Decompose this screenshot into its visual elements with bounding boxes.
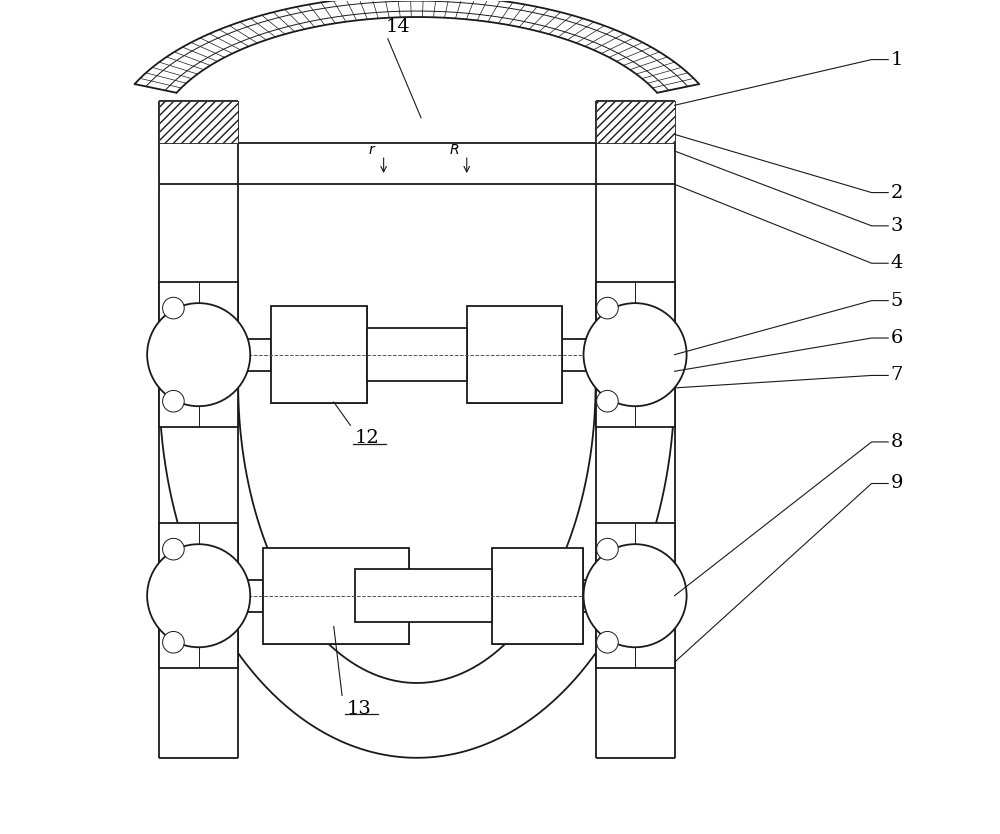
Circle shape	[163, 539, 184, 560]
Circle shape	[597, 631, 618, 653]
Bar	[596, 282, 675, 427]
Circle shape	[597, 539, 618, 560]
Circle shape	[147, 303, 250, 406]
Text: R: R	[449, 143, 459, 158]
Bar	[583, 580, 596, 611]
Bar	[467, 306, 562, 403]
Bar	[355, 569, 492, 622]
Circle shape	[163, 631, 184, 653]
Bar	[271, 306, 367, 403]
Text: 1: 1	[891, 51, 903, 68]
Circle shape	[147, 544, 250, 647]
Text: r: r	[368, 143, 374, 158]
Bar	[159, 523, 238, 668]
Circle shape	[584, 303, 687, 406]
Bar	[271, 306, 367, 403]
Text: 7: 7	[891, 366, 903, 384]
Circle shape	[163, 390, 184, 412]
Bar	[367, 328, 467, 381]
Bar	[596, 523, 675, 668]
Text: 3: 3	[891, 217, 903, 235]
Text: 13: 13	[346, 700, 371, 717]
Text: 6: 6	[891, 329, 903, 347]
Circle shape	[597, 390, 618, 412]
Circle shape	[597, 297, 618, 319]
Bar	[467, 306, 562, 403]
Bar	[159, 101, 238, 143]
Text: 2: 2	[891, 183, 903, 202]
Circle shape	[584, 544, 687, 647]
Text: 4: 4	[891, 254, 903, 272]
Bar	[596, 101, 675, 143]
Bar	[159, 282, 238, 427]
Bar	[238, 580, 263, 611]
Bar	[263, 547, 409, 644]
Bar	[238, 339, 271, 370]
Text: 12: 12	[355, 430, 379, 448]
Circle shape	[163, 297, 184, 319]
Bar	[492, 547, 583, 644]
Text: 8: 8	[891, 433, 903, 451]
Bar	[492, 547, 583, 644]
Bar	[263, 547, 409, 644]
Text: 9: 9	[891, 475, 903, 493]
Text: 14: 14	[386, 18, 411, 37]
Text: 5: 5	[891, 292, 903, 309]
Bar	[562, 339, 596, 370]
